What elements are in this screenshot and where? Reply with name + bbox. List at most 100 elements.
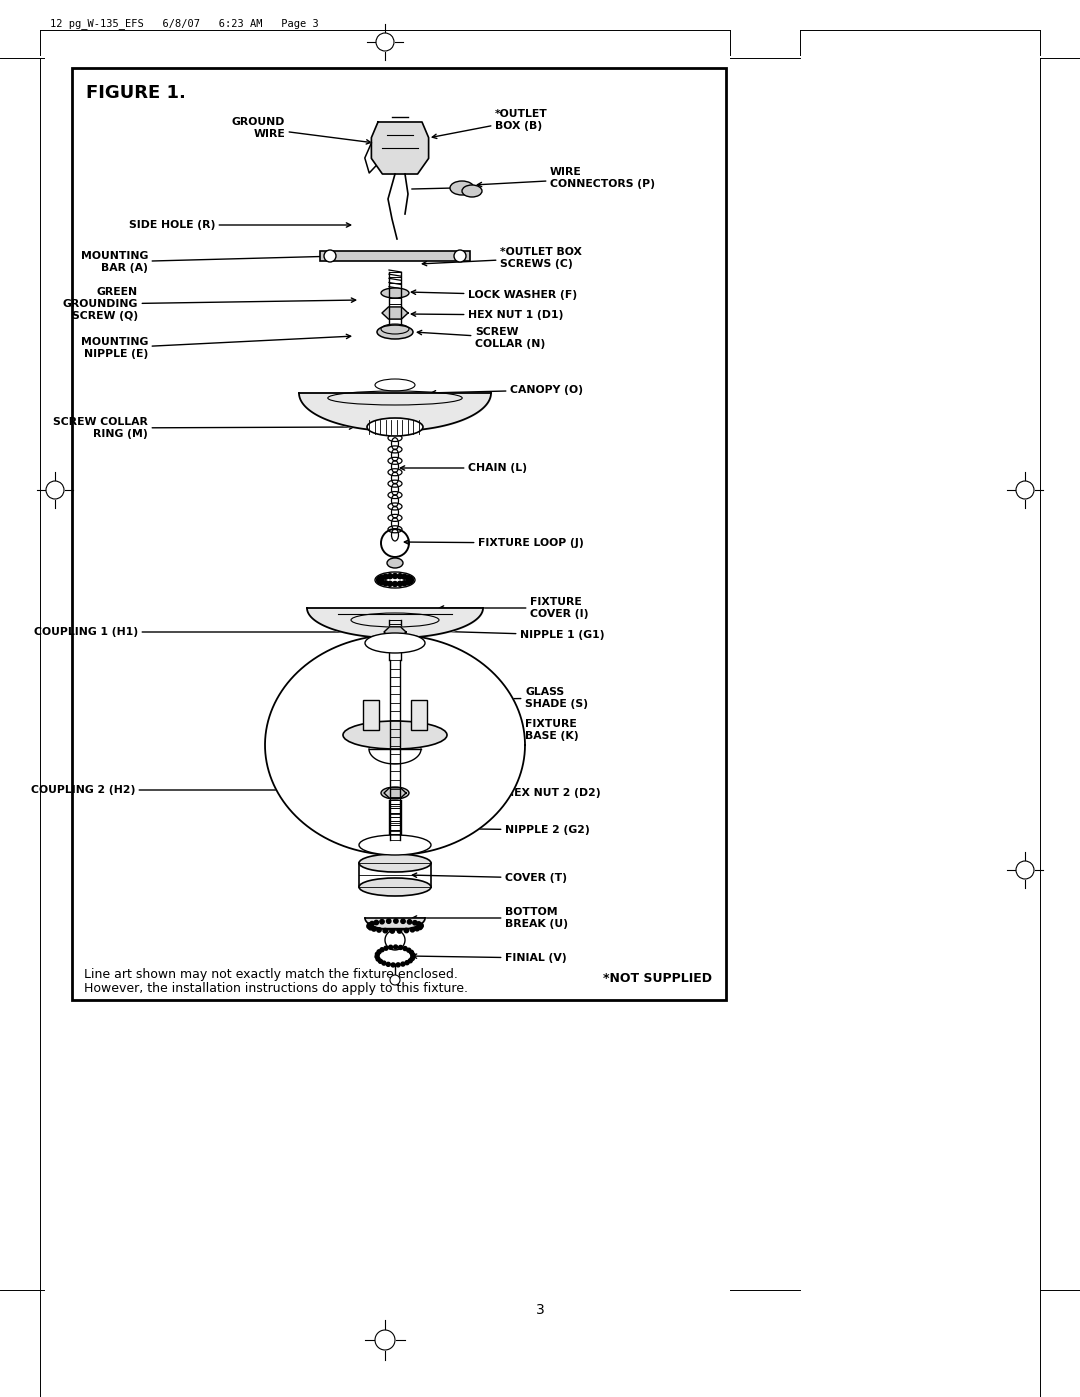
Ellipse shape: [359, 854, 431, 872]
Circle shape: [369, 922, 375, 926]
Text: However, the installation instructions do apply to this fixture.: However, the installation instructions d…: [84, 982, 468, 995]
Ellipse shape: [381, 787, 409, 799]
Text: WIRE
CONNECTORS (P): WIRE CONNECTORS (P): [477, 168, 654, 189]
Circle shape: [390, 929, 394, 933]
Text: COUPLING 1 (H1): COUPLING 1 (H1): [33, 627, 355, 637]
Bar: [411, 700, 427, 731]
Circle shape: [380, 947, 384, 951]
Circle shape: [383, 929, 388, 933]
Circle shape: [407, 949, 410, 953]
Circle shape: [377, 950, 381, 954]
Circle shape: [374, 921, 378, 925]
Circle shape: [408, 958, 413, 963]
Text: FIXTURE LOOP (J): FIXTURE LOOP (J): [404, 538, 584, 548]
Ellipse shape: [343, 721, 447, 749]
Circle shape: [384, 930, 405, 950]
Circle shape: [408, 577, 414, 583]
Polygon shape: [384, 788, 406, 798]
Text: MOUNTING
NIPPLE (E): MOUNTING NIPPLE (E): [81, 334, 351, 359]
Circle shape: [409, 950, 414, 954]
Circle shape: [415, 926, 419, 930]
Bar: [72, 68, 726, 1000]
Circle shape: [382, 961, 386, 965]
Circle shape: [397, 581, 403, 587]
Circle shape: [404, 928, 408, 933]
Circle shape: [411, 954, 415, 958]
Circle shape: [419, 923, 423, 928]
Circle shape: [405, 961, 409, 965]
Circle shape: [383, 574, 388, 580]
Text: *NOT SUPPLIED: *NOT SUPPLIED: [603, 971, 712, 985]
Text: NIPPLE 2 (G2): NIPPLE 2 (G2): [413, 826, 590, 835]
Circle shape: [388, 574, 392, 578]
Circle shape: [376, 957, 380, 961]
Text: HEX NUT 1 (D1): HEX NUT 1 (D1): [411, 310, 564, 320]
Text: GLASS
SHADE (S): GLASS SHADE (S): [428, 687, 588, 708]
Circle shape: [410, 953, 415, 957]
Circle shape: [407, 919, 411, 923]
Text: FINIAL (V): FINIAL (V): [413, 953, 567, 963]
Ellipse shape: [381, 288, 409, 298]
Circle shape: [391, 963, 395, 967]
Circle shape: [375, 954, 379, 958]
Circle shape: [419, 923, 423, 928]
Ellipse shape: [367, 418, 423, 436]
Text: *OUTLET BOX
SCREWS (C): *OUTLET BOX SCREWS (C): [422, 247, 582, 268]
Text: SCREW COLLAR
RING (M): SCREW COLLAR RING (M): [53, 418, 353, 439]
Text: COUPLING 2 (H2): COUPLING 2 (H2): [30, 785, 315, 795]
Circle shape: [403, 947, 407, 950]
Circle shape: [402, 581, 407, 585]
Circle shape: [399, 946, 403, 950]
Text: GREEN
GROUNDING
SCREW (Q): GREEN GROUNDING SCREW (Q): [63, 288, 355, 320]
Circle shape: [392, 574, 397, 578]
Polygon shape: [384, 627, 406, 637]
Bar: [320, 251, 470, 261]
Circle shape: [389, 946, 393, 950]
Text: FIXTURE
COVER (I): FIXTURE COVER (I): [440, 597, 589, 619]
Circle shape: [408, 578, 413, 584]
Text: Line art shown may not exactly match the fixture enclosed.: Line art shown may not exactly match the…: [84, 968, 458, 981]
Text: BOTTOM
BREAK (U): BOTTOM BREAK (U): [413, 907, 568, 929]
Polygon shape: [382, 307, 408, 319]
Text: LOCK WASHER (F): LOCK WASHER (F): [411, 291, 577, 300]
Ellipse shape: [377, 326, 413, 339]
Circle shape: [377, 578, 382, 584]
Text: CANOPY (O): CANOPY (O): [431, 386, 583, 395]
Circle shape: [397, 574, 403, 578]
Circle shape: [383, 581, 388, 585]
Circle shape: [367, 923, 372, 928]
Text: CHAIN (L): CHAIN (L): [401, 462, 527, 474]
Circle shape: [410, 928, 415, 932]
Circle shape: [393, 944, 397, 949]
Ellipse shape: [324, 250, 336, 263]
Ellipse shape: [450, 182, 474, 196]
Circle shape: [390, 975, 400, 985]
Circle shape: [401, 963, 405, 967]
Circle shape: [394, 919, 399, 923]
Text: NIPPLE 1 (G1): NIPPLE 1 (G1): [432, 629, 605, 640]
Circle shape: [376, 953, 379, 956]
Circle shape: [377, 577, 381, 583]
Circle shape: [401, 919, 405, 923]
Circle shape: [405, 580, 410, 585]
Circle shape: [372, 926, 376, 932]
Circle shape: [405, 576, 410, 580]
Circle shape: [384, 946, 388, 950]
Circle shape: [402, 574, 407, 580]
Circle shape: [367, 925, 372, 929]
Text: 12 pg_W-135_EFS   6/8/07   6:23 AM   Page 3: 12 pg_W-135_EFS 6/8/07 6:23 AM Page 3: [50, 18, 319, 29]
Polygon shape: [372, 122, 429, 175]
Circle shape: [377, 577, 382, 581]
Ellipse shape: [454, 250, 465, 263]
Circle shape: [388, 581, 392, 587]
Polygon shape: [265, 636, 525, 855]
Ellipse shape: [462, 184, 482, 197]
Ellipse shape: [387, 557, 403, 569]
Text: 3: 3: [536, 1303, 544, 1317]
Text: SIDE HOLE (R): SIDE HOLE (R): [129, 219, 351, 231]
Text: FIXTURE
BASE (K): FIXTURE BASE (K): [404, 719, 579, 740]
Circle shape: [418, 925, 422, 929]
Circle shape: [379, 576, 384, 580]
Text: *OUTLET
BOX (B): *OUTLET BOX (B): [432, 109, 548, 138]
Circle shape: [378, 960, 382, 964]
